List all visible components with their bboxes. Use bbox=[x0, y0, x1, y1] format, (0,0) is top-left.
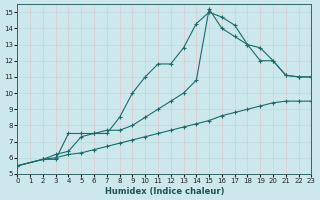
X-axis label: Humidex (Indice chaleur): Humidex (Indice chaleur) bbox=[105, 187, 224, 196]
